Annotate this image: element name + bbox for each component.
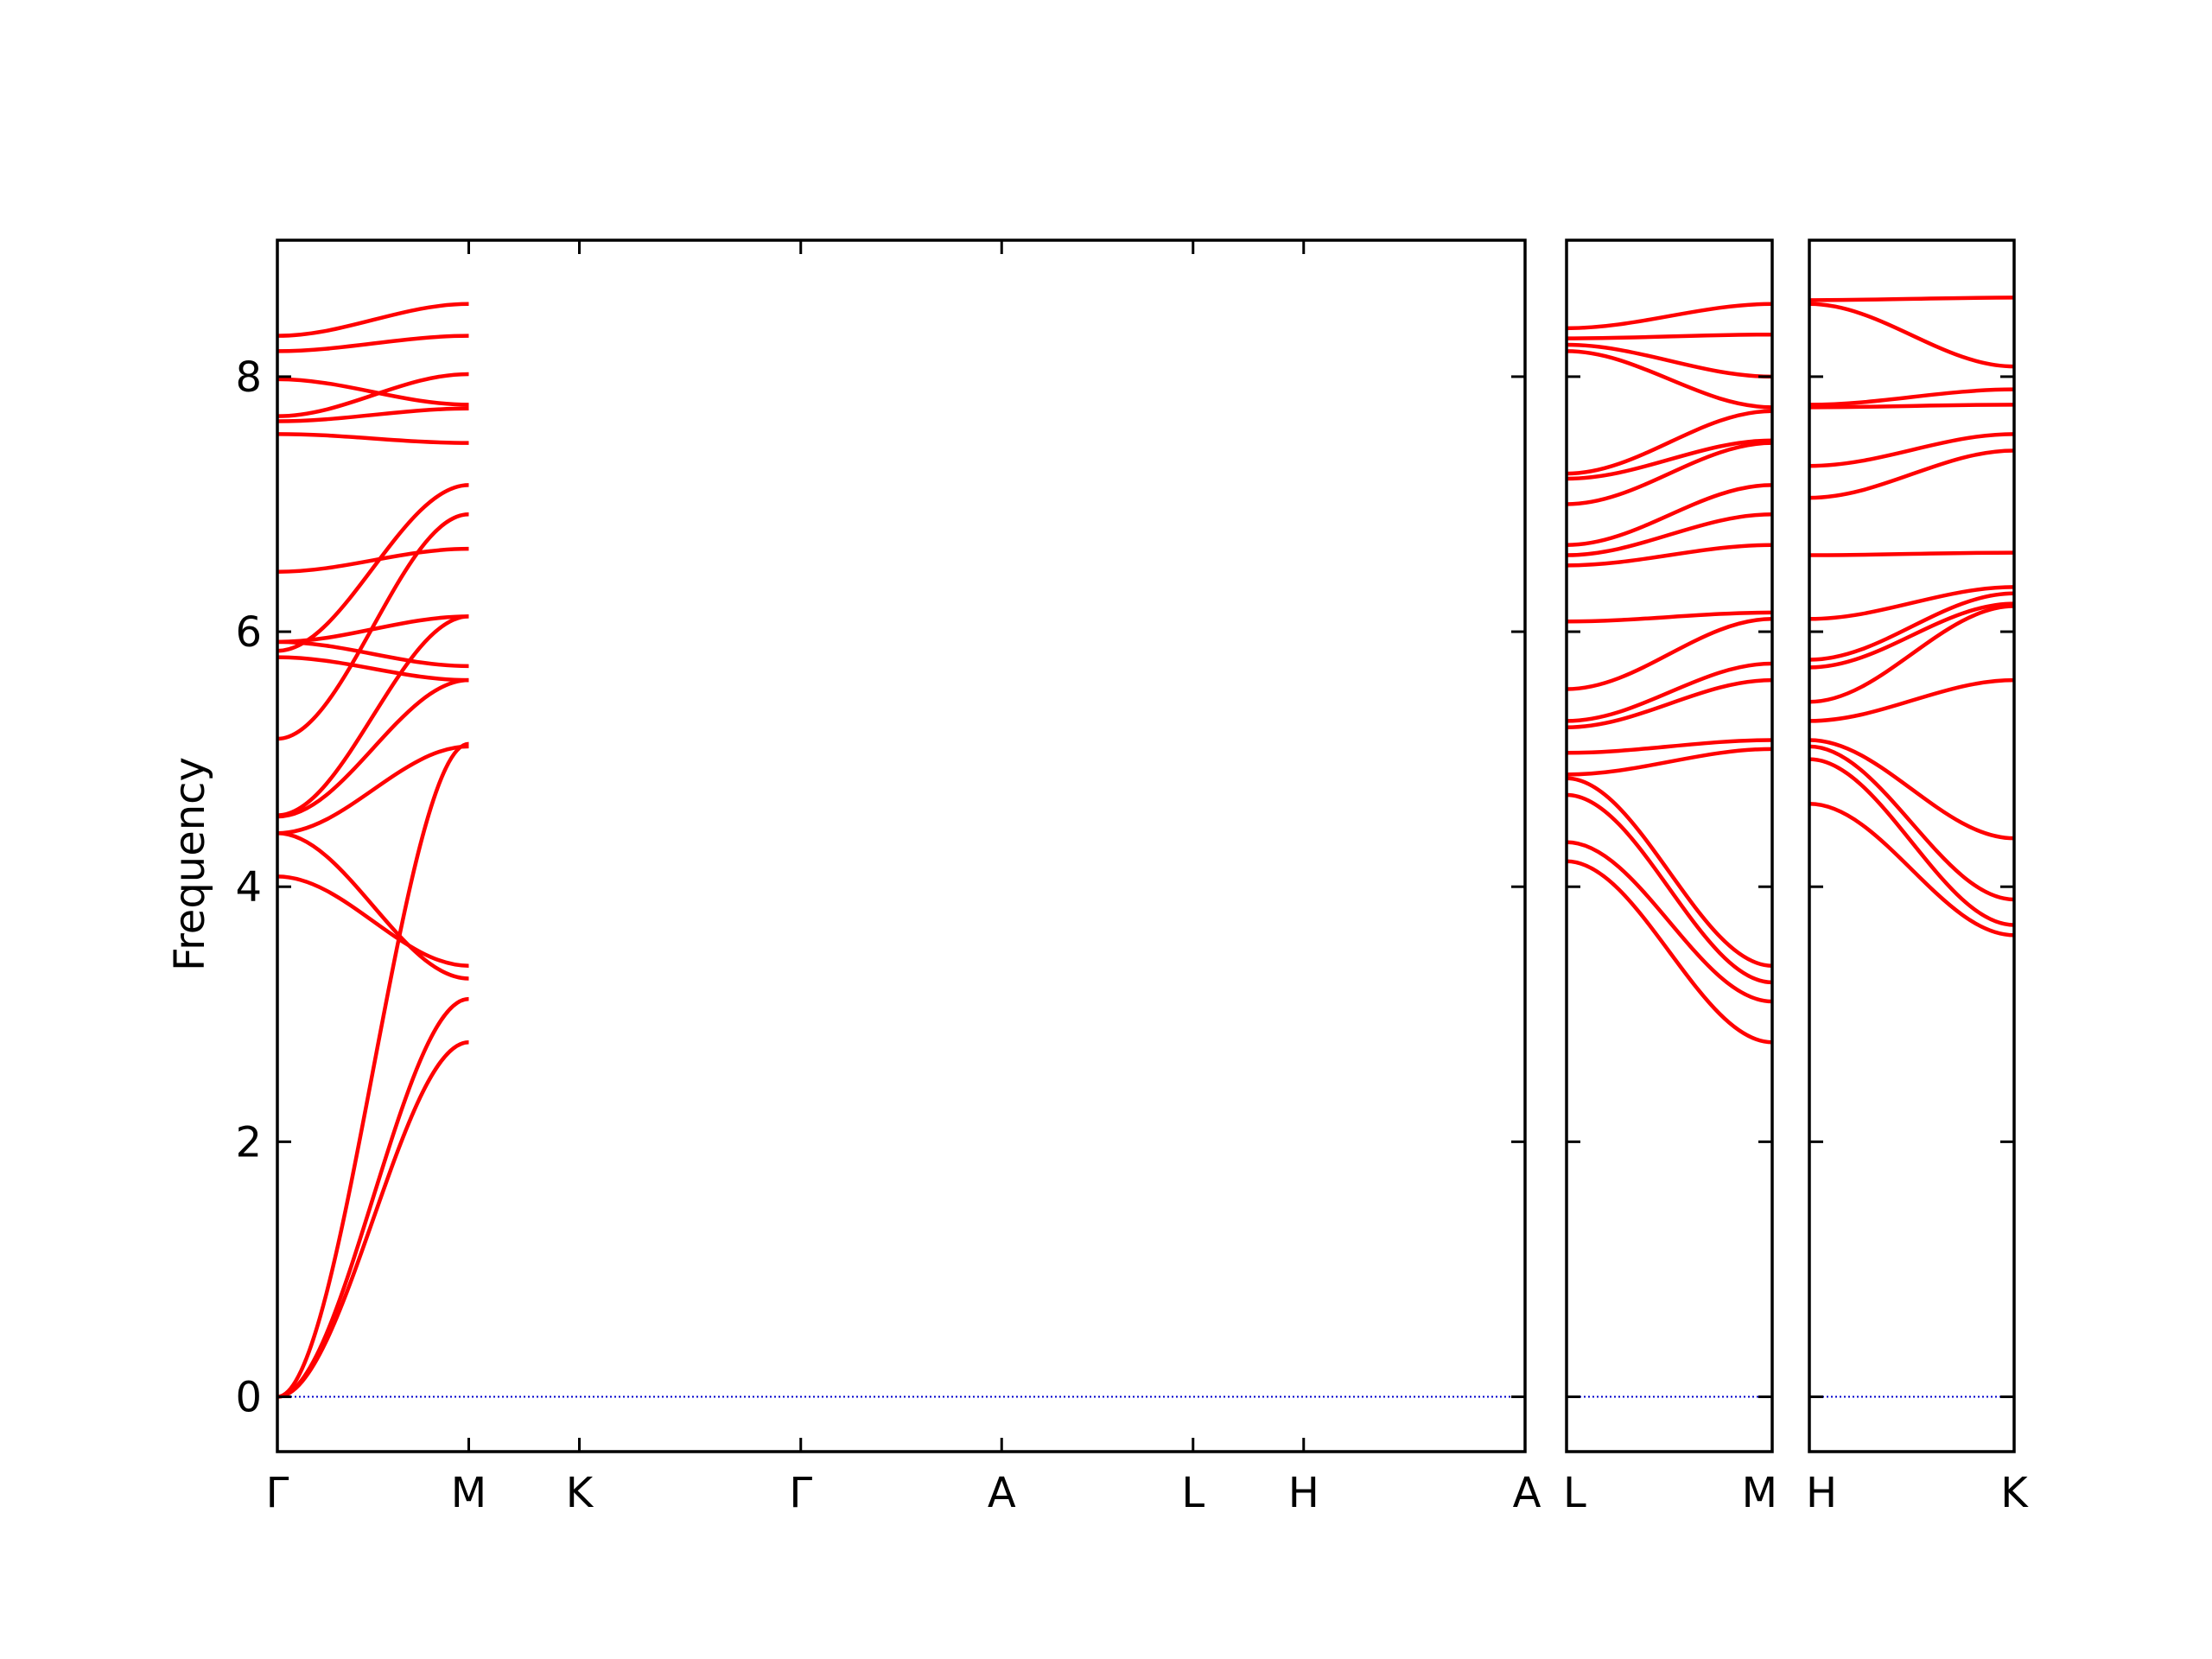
phonon-band-line (1566, 840, 1773, 1004)
phonon-band-line (276, 546, 469, 574)
phonon-band-line (1566, 738, 1773, 755)
phonon-band-line (1566, 610, 1773, 624)
panel-1: 0 2 4 6 8 Γ M K Γ A L H A (235, 238, 1541, 1517)
phonon-band-line (1808, 403, 2015, 410)
phonon-band-line (1566, 512, 1773, 557)
phonon-band-line (1566, 677, 1773, 730)
phonon-band-line (1566, 302, 1773, 331)
y-axis-label: Frequency (166, 757, 214, 971)
x-tick-label: Γ (266, 1469, 289, 1517)
phonon-band-line (1566, 776, 1773, 968)
x-tick-label: H (1288, 1469, 1319, 1517)
phonon-band-line (276, 830, 469, 981)
phonon-band-line (1808, 738, 2015, 841)
phonon-band-line (1566, 792, 1773, 985)
phonon-band-line (1808, 604, 2015, 704)
phonon-band-line (1566, 859, 1773, 1045)
phonon-band-line (276, 677, 469, 819)
panel-frame (1565, 238, 1774, 1453)
phonon-band-line (276, 614, 469, 645)
x-tick-label: M (1742, 1469, 1777, 1517)
phonon-band-line (1808, 585, 2015, 621)
phonon-band-line (1808, 550, 2015, 557)
x-tick-label: Γ (789, 1469, 812, 1517)
phonon-band-line (1808, 744, 2015, 902)
x-tick-label: L (1563, 1469, 1586, 1517)
phonon-band-line (1566, 661, 1773, 723)
x-tick-label: K (566, 1469, 594, 1517)
phonon-band-line (1566, 441, 1773, 506)
x-tick-label: L (1181, 1469, 1205, 1517)
x-tick-label: H (1806, 1469, 1837, 1517)
y-tick-label: 4 (235, 863, 262, 912)
phonon-band-line (1566, 483, 1773, 547)
phonon-band-line (1566, 332, 1773, 340)
phonon-band-line (1566, 747, 1773, 777)
y-tick-label: 2 (235, 1118, 262, 1166)
phonon-band-line (1808, 302, 2015, 369)
phonon-band-line (1566, 617, 1773, 691)
phonon-band-line (1808, 296, 2015, 302)
phonon-band-line (276, 377, 469, 407)
phonon-band-line (1566, 543, 1773, 568)
phonon-band-line (276, 512, 469, 741)
x-tick-label: A (1513, 1469, 1541, 1517)
panel-frame (1808, 238, 2016, 1453)
phonon-band-line (1566, 409, 1773, 476)
phonon-band-line (1808, 677, 2015, 723)
phonon-band-line (1808, 432, 2015, 468)
phonon-band-line (276, 372, 469, 418)
x-tick-label: K (2000, 1469, 2029, 1517)
phonon-band-line (276, 996, 469, 1399)
phonon-band-line (1808, 757, 2015, 927)
phonon-band-line (276, 741, 469, 1399)
phonon-band-line (276, 639, 469, 669)
panel-frame (276, 238, 1527, 1453)
phonon-band-line (276, 432, 469, 445)
phonon-band-line (276, 334, 469, 353)
phonon-band-line (1808, 591, 2015, 662)
phonon-band-line (276, 302, 469, 338)
phonon-band-line (276, 1040, 469, 1399)
phonon-band-line (276, 874, 469, 968)
phonon-band-line (276, 744, 469, 836)
phonon-band-line (1808, 387, 2015, 407)
phonon-band-line (276, 655, 469, 683)
x-tick-label: M (451, 1469, 486, 1517)
phonon-band-line (1566, 349, 1773, 410)
phonon-band-line (276, 614, 469, 817)
phonon-band-line (1808, 802, 2015, 938)
x-tick-label: A (988, 1469, 1016, 1517)
phonon-band-line (1566, 342, 1773, 379)
phonon-band-line (1808, 601, 2015, 670)
y-tick-label: 6 (235, 608, 262, 657)
y-tick-label: 8 (235, 353, 262, 402)
phonon-band-line (276, 406, 469, 423)
phonon-band-line (1808, 448, 2015, 500)
phonon-band-line (1566, 438, 1773, 481)
y-tick-label: 0 (235, 1374, 262, 1422)
